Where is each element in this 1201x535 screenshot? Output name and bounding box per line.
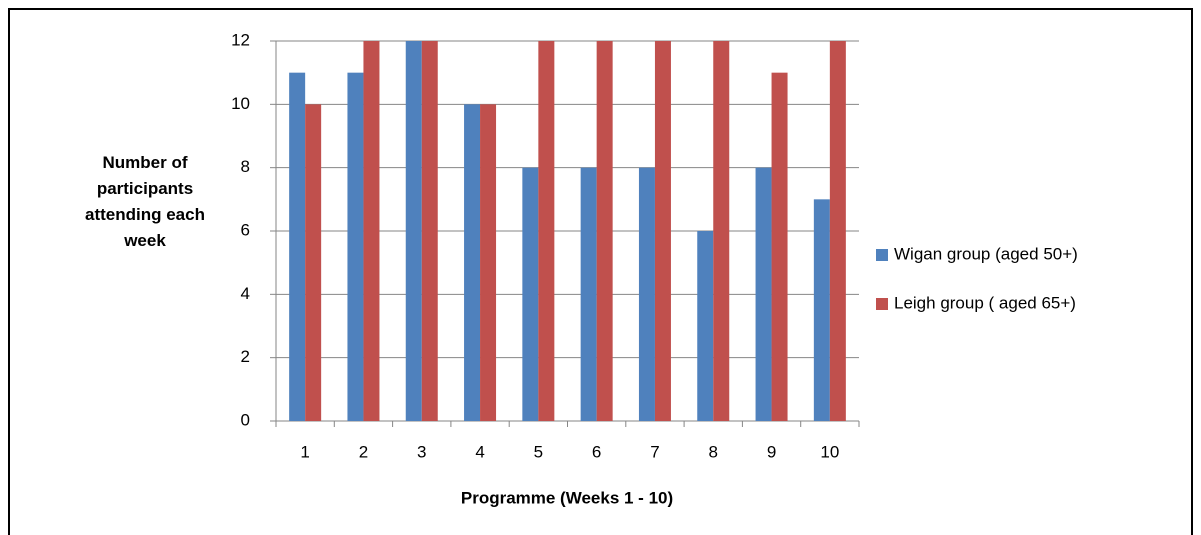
x-tick-label: 2 xyxy=(359,442,368,461)
bar xyxy=(580,167,597,421)
y-axis-title: Number of participants attending each we… xyxy=(85,153,205,250)
bar xyxy=(813,199,830,421)
y-tick-label: 8 xyxy=(241,157,250,176)
bar xyxy=(638,167,655,421)
bar xyxy=(829,41,846,421)
y-tick-label: 6 xyxy=(241,220,250,239)
bar xyxy=(289,72,306,422)
legend-label: Leigh group ( aged 65+) xyxy=(894,293,1076,312)
bar xyxy=(654,41,671,421)
bar xyxy=(771,72,788,422)
bar xyxy=(697,231,714,421)
bar xyxy=(522,167,539,421)
legend-swatch xyxy=(876,298,888,310)
bar xyxy=(538,41,555,421)
y-tick-label: 0 xyxy=(241,410,250,429)
bar xyxy=(305,104,322,421)
x-tick-label: 7 xyxy=(650,442,659,461)
x-tick-label: 1 xyxy=(300,442,309,461)
x-tick-label: 10 xyxy=(820,442,839,461)
frame xyxy=(8,8,1193,535)
x-axis-title: Programme (Weeks 1 - 10) xyxy=(461,488,673,507)
x-tick-label: 4 xyxy=(475,442,484,461)
x-tick-label: 8 xyxy=(709,442,718,461)
x-tick-label: 3 xyxy=(417,442,426,461)
bar xyxy=(713,41,730,421)
x-tick-label: 9 xyxy=(767,442,776,461)
legend-label: Wigan group (aged 50+) xyxy=(894,244,1078,263)
bar xyxy=(464,104,481,421)
y-tick-label: 12 xyxy=(231,30,250,49)
bar xyxy=(363,41,380,421)
x-tick-label: 5 xyxy=(534,442,543,461)
x-tick-label: 6 xyxy=(592,442,601,461)
bar xyxy=(347,72,364,422)
bar xyxy=(480,104,497,421)
bar xyxy=(755,167,772,421)
bar xyxy=(405,41,422,421)
bar xyxy=(596,41,613,421)
y-tick-label: 2 xyxy=(241,347,250,366)
bar xyxy=(421,41,438,421)
y-tick-label: 10 xyxy=(231,94,250,113)
y-tick-label: 4 xyxy=(241,284,250,303)
legend-swatch xyxy=(876,249,888,261)
